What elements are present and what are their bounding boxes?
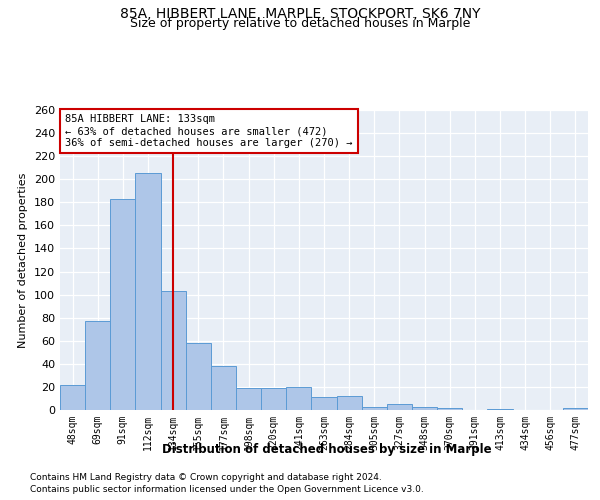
Bar [261,388,286,410]
Bar [362,406,387,410]
Bar [437,408,462,410]
Bar [311,398,337,410]
Bar [563,408,588,410]
Bar [136,174,161,410]
Text: 85A HIBBERT LANE: 133sqm
← 63% of detached houses are smaller (472)
36% of semi-: 85A HIBBERT LANE: 133sqm ← 63% of detach… [65,114,353,148]
Bar [186,343,211,410]
Bar [161,291,186,410]
Bar [85,321,110,410]
Bar [286,387,311,410]
Text: Size of property relative to detached houses in Marple: Size of property relative to detached ho… [130,18,470,30]
Y-axis label: Number of detached properties: Number of detached properties [19,172,28,348]
Bar [487,409,512,410]
Bar [211,366,236,410]
Bar [110,199,136,410]
Bar [412,406,437,410]
Bar [236,388,261,410]
Text: Distribution of detached houses by size in Marple: Distribution of detached houses by size … [162,442,492,456]
Bar [337,396,362,410]
Bar [60,384,85,410]
Bar [387,404,412,410]
Text: 85A, HIBBERT LANE, MARPLE, STOCKPORT, SK6 7NY: 85A, HIBBERT LANE, MARPLE, STOCKPORT, SK… [120,8,480,22]
Text: Contains HM Land Registry data © Crown copyright and database right 2024.: Contains HM Land Registry data © Crown c… [30,472,382,482]
Text: Contains public sector information licensed under the Open Government Licence v3: Contains public sector information licen… [30,485,424,494]
